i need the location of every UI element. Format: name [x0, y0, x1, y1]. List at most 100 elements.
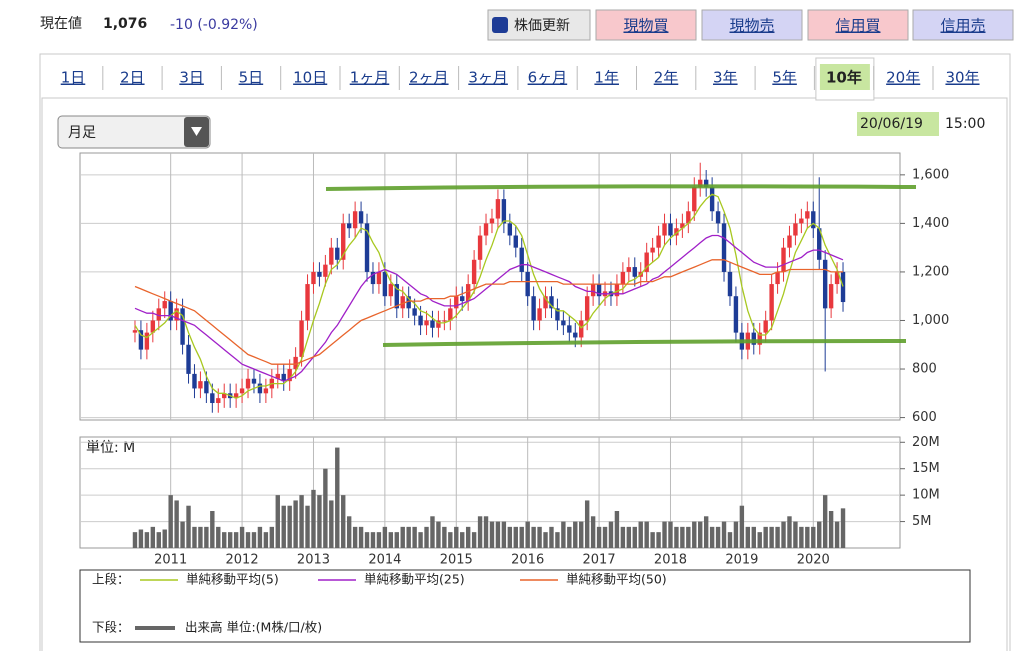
moving-average-line — [134, 193, 844, 399]
candle-body — [299, 320, 304, 357]
candle-body — [448, 308, 453, 321]
candle-body — [222, 393, 227, 399]
tab[interactable]: 10年 — [826, 69, 862, 87]
volume-bar — [817, 521, 822, 548]
candle-body — [721, 223, 727, 272]
legend-upper-label: 上段： — [92, 572, 130, 587]
candle-body — [394, 284, 399, 309]
candle-body — [471, 259, 477, 285]
volume-bar — [454, 526, 459, 548]
tab[interactable]: 10日 — [293, 69, 327, 87]
candle-body — [537, 308, 542, 321]
candle-body — [632, 267, 637, 277]
button-label[interactable]: 信用買 — [835, 17, 880, 35]
tab[interactable]: 1日 — [61, 69, 86, 87]
select-box[interactable] — [57, 115, 211, 149]
action-button[interactable] — [807, 9, 909, 41]
volume-bar — [650, 532, 655, 548]
tab[interactable]: 3年 — [713, 69, 738, 87]
volume-bar — [257, 526, 263, 548]
candle-body — [180, 308, 185, 345]
volume-bar — [317, 495, 322, 548]
plot-layer: 600 800 1,000 1,200 1,400 1,600 単純移動平均(5) 単純移動平… — [80, 153, 949, 635]
candle-body — [781, 247, 786, 272]
candle-body — [382, 271, 388, 297]
candle-body — [346, 223, 352, 229]
volume-bar — [828, 511, 834, 548]
volume-bar — [436, 521, 441, 548]
tab[interactable]: 20年 — [886, 69, 920, 87]
action-button[interactable] — [701, 9, 803, 41]
tab[interactable]: 5日 — [239, 69, 264, 87]
y-tick-label: 600 — [912, 410, 937, 425]
candle-body — [305, 284, 310, 321]
y-tick-label: 5M — [912, 514, 932, 529]
volume-bar — [596, 526, 602, 548]
volume-bar — [471, 532, 477, 548]
candle-body — [168, 301, 173, 321]
tab[interactable]: 30年 — [945, 69, 979, 87]
tab[interactable]: 3日 — [179, 69, 204, 87]
volume-bar — [840, 508, 846, 548]
y-tick-label: 10M — [912, 488, 940, 503]
candle-body — [674, 228, 679, 236]
select-label[interactable]: 月足 — [68, 125, 96, 141]
candle-body — [590, 284, 596, 297]
volume-bar — [686, 526, 691, 548]
button-label[interactable]: 現物売 — [729, 17, 774, 35]
volume-bar — [406, 526, 411, 548]
volume-bar — [775, 526, 780, 548]
x-tick-label: 2011 — [154, 553, 187, 568]
x-tick-label: 2012 — [226, 553, 259, 568]
volume-bar — [180, 521, 185, 548]
tab[interactable]: 6ヶ月 — [528, 69, 568, 87]
volume-bar — [751, 526, 756, 548]
legend-lower-label: 下段： — [92, 620, 130, 635]
select-arrow — [191, 127, 202, 136]
candle-body — [144, 332, 150, 350]
tab[interactable]: 2ヶ月 — [409, 69, 449, 87]
button-label[interactable]: 信用売 — [940, 17, 985, 35]
volume-bar — [341, 495, 346, 548]
legend-label: 単純移動平均(25) — [364, 572, 465, 587]
candle-body — [811, 211, 816, 229]
candle-body — [787, 235, 792, 248]
volume-bar — [513, 526, 518, 548]
y-tick-label: 1,400 — [912, 216, 949, 231]
candle-body — [281, 373, 286, 382]
button-label[interactable]: 現物買 — [623, 17, 668, 35]
tab[interactable]: 2年 — [654, 69, 679, 87]
tab[interactable]: 1年 — [594, 69, 619, 87]
action-button[interactable] — [912, 9, 1014, 41]
volume-bar — [602, 526, 608, 548]
tab[interactable]: 5年 — [772, 69, 797, 87]
candle-body — [709, 186, 715, 212]
volume-bar — [198, 526, 203, 548]
volume-bar — [233, 532, 239, 548]
y-tick-label: 1,000 — [912, 313, 949, 328]
period-select[interactable]: 月足 — [57, 115, 211, 149]
candle-body — [561, 320, 566, 326]
tab[interactable]: 1ヶ月 — [350, 69, 390, 87]
volume-bar — [662, 521, 667, 548]
candle-body — [579, 320, 584, 338]
candle-body — [329, 247, 334, 265]
volume-bar — [299, 495, 304, 548]
candle-body — [834, 271, 840, 285]
candle-body — [156, 308, 161, 321]
candle-body — [388, 284, 394, 297]
volume-bar — [192, 526, 197, 548]
volume-bar — [590, 516, 596, 548]
volume-bar — [543, 532, 548, 548]
volume-bar — [370, 532, 376, 548]
button-label[interactable]: 株価更新 — [514, 18, 570, 34]
y-tick-label: 15M — [912, 461, 940, 476]
tab[interactable]: 2日 — [120, 69, 145, 87]
volume-bar — [733, 521, 739, 548]
volume-bar — [477, 516, 483, 548]
action-button[interactable] — [595, 9, 697, 41]
tab[interactable]: 3ヶ月 — [468, 69, 508, 87]
x-tick-label: 2017 — [583, 553, 616, 568]
candle-body — [775, 271, 780, 285]
